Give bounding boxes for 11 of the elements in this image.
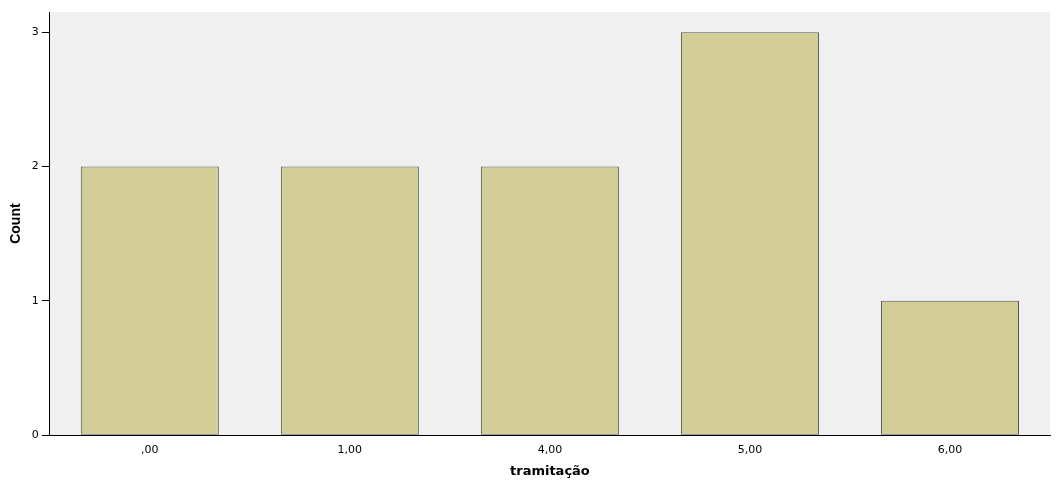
- y-tick-label: 2: [31, 159, 39, 173]
- x-tick-label: 6,00: [937, 442, 963, 456]
- x-axis-title: tramitação: [510, 462, 590, 478]
- x-tick-label: ,00: [141, 442, 159, 456]
- x-tick-label: 1,00: [337, 442, 363, 456]
- y-tick-label: 3: [31, 25, 39, 39]
- y-tick-label: 1: [31, 293, 39, 307]
- y-axis-title: Count: [7, 203, 24, 244]
- y-tick-label: 0: [31, 428, 39, 442]
- x-tick-label: 5,00: [737, 442, 763, 456]
- x-tick-label: 4,00: [537, 442, 563, 456]
